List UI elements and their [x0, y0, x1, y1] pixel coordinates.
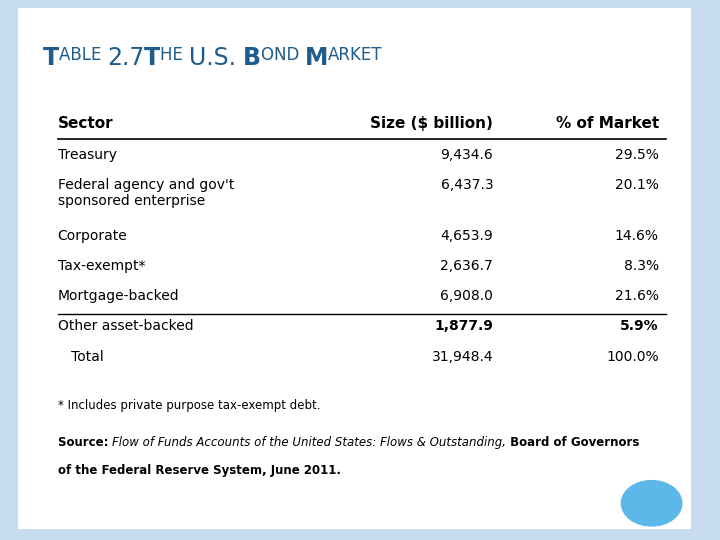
Text: HE: HE — [161, 46, 189, 64]
Text: Source:: Source: — [58, 436, 112, 449]
Text: * Includes private purpose tax-exempt debt.: * Includes private purpose tax-exempt de… — [58, 399, 320, 411]
Text: Board of Governors: Board of Governors — [506, 436, 639, 449]
Text: 20.1%: 20.1% — [615, 178, 659, 192]
Text: 4,653.9: 4,653.9 — [441, 230, 493, 244]
Text: 29.5%: 29.5% — [615, 148, 659, 163]
Text: 14.6%: 14.6% — [615, 230, 659, 244]
Text: Federal agency and gov't
sponsored enterprise: Federal agency and gov't sponsored enter… — [58, 178, 234, 208]
Text: T: T — [144, 46, 161, 70]
Text: 9,434.6: 9,434.6 — [441, 148, 493, 163]
Text: U.S.: U.S. — [189, 46, 243, 70]
Text: 6,908.0: 6,908.0 — [441, 289, 493, 303]
Text: ABLE: ABLE — [59, 46, 107, 64]
Text: Total: Total — [58, 350, 104, 364]
Text: % of Market: % of Market — [556, 116, 659, 131]
Text: 2,636.7: 2,636.7 — [441, 259, 493, 273]
Text: 100.0%: 100.0% — [606, 350, 659, 364]
Text: 5.9%: 5.9% — [620, 319, 659, 333]
Text: M: M — [305, 46, 328, 70]
Text: Flow of Funds Accounts of the United States: Flows & Outstanding,: Flow of Funds Accounts of the United Sta… — [112, 436, 506, 449]
Text: Size ($ billion): Size ($ billion) — [370, 116, 493, 131]
Text: Mortgage-backed: Mortgage-backed — [58, 289, 179, 303]
Text: 8.3%: 8.3% — [624, 259, 659, 273]
Text: B: B — [243, 46, 261, 70]
Text: T: T — [43, 46, 59, 70]
Text: 2.7: 2.7 — [107, 46, 144, 70]
Text: 31,948.4: 31,948.4 — [431, 350, 493, 364]
Text: Other asset-backed: Other asset-backed — [58, 319, 193, 333]
Text: 21.6%: 21.6% — [615, 289, 659, 303]
Text: Tax-exempt*: Tax-exempt* — [58, 259, 145, 273]
Text: Sector: Sector — [58, 116, 113, 131]
Text: Corporate: Corporate — [58, 230, 127, 244]
Text: of the Federal Reserve System, June 2011.: of the Federal Reserve System, June 2011… — [58, 464, 341, 477]
Text: OND: OND — [261, 46, 305, 64]
Text: ARKET: ARKET — [328, 46, 382, 64]
Text: Treasury: Treasury — [58, 148, 117, 163]
Text: 6,437.3: 6,437.3 — [441, 178, 493, 192]
Text: 1,877.9: 1,877.9 — [434, 319, 493, 333]
